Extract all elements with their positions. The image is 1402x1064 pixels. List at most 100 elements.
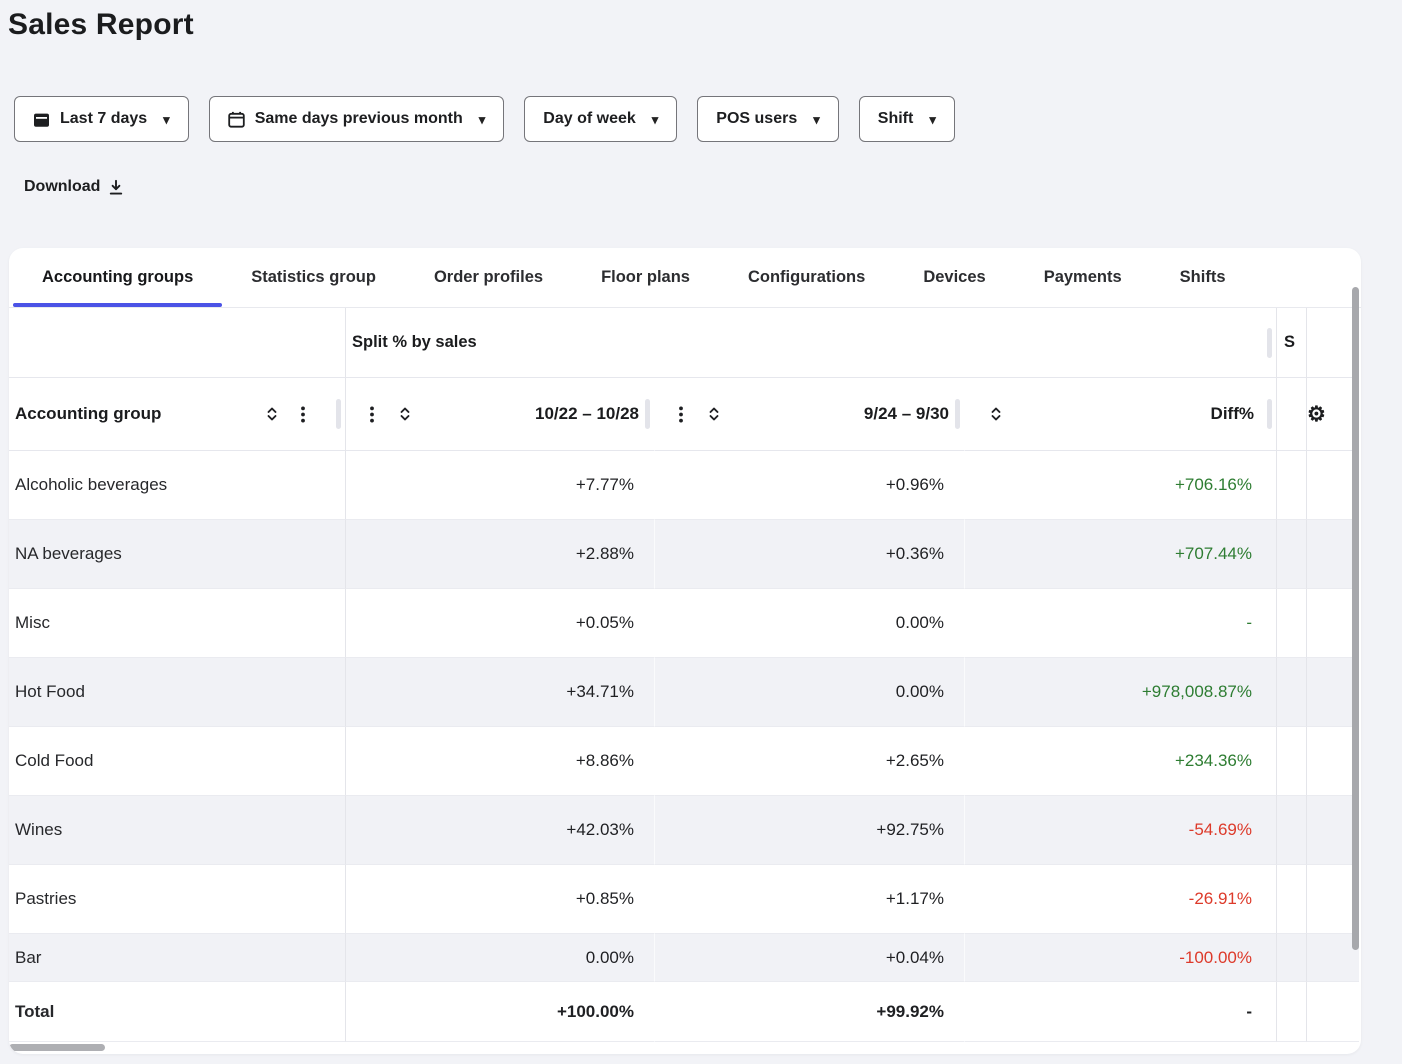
cell-next-group (1277, 658, 1307, 727)
tab-label: Devices (923, 268, 986, 286)
filter-button[interactable]: Shift ▾ (858, 96, 955, 142)
filter-button[interactable]: POS users ▾ (697, 96, 839, 142)
cell-next-group (1277, 451, 1307, 520)
tab[interactable]: Payments (1015, 248, 1151, 307)
table-row: Bar 0.00% +0.04% -100.00% (9, 934, 1359, 982)
tab[interactable]: Floor plans (572, 248, 719, 307)
settings-group-spacer (1307, 308, 1359, 378)
tab[interactable]: Order profiles (405, 248, 572, 307)
horizontal-scrollbar[interactable] (9, 1044, 105, 1051)
cell-accounting-group: Alcoholic beverages (9, 451, 346, 520)
cell-settings (1307, 520, 1359, 589)
cell-previous-period: +0.36% (655, 520, 965, 589)
kebab-menu-icon[interactable] (301, 406, 305, 423)
table-body: Alcoholic beverages +7.77% +0.96% +706.1… (9, 451, 1359, 982)
cell-diff: +234.36% (965, 727, 1277, 796)
sort-icon[interactable] (265, 405, 279, 423)
filter-button[interactable]: Same days previous month ▾ (208, 96, 505, 142)
column-header-label: Diff% (1210, 404, 1254, 423)
settings-icon[interactable]: ⚙ (1307, 402, 1326, 426)
tab[interactable]: Shifts (1151, 248, 1255, 307)
sort-icon[interactable] (707, 405, 721, 423)
kebab-menu-icon[interactable] (370, 406, 374, 423)
cell-previous-period: 0.00% (655, 589, 965, 658)
next-group-header-spacer (1277, 378, 1307, 451)
calendar-outline-icon (227, 111, 245, 128)
cell-current-period: +42.03% (346, 796, 655, 865)
cell-previous-period: 0.00% (655, 658, 965, 727)
report-table: Split % by sales S Accounting group (9, 308, 1359, 1042)
cell-diff: -26.91% (965, 865, 1277, 934)
filter-button-label: Day of week (543, 110, 636, 127)
cell-settings (1307, 982, 1359, 1042)
tab[interactable]: Accounting groups (13, 248, 223, 307)
cell-diff: +978,008.87% (965, 658, 1277, 727)
sort-icon[interactable] (989, 405, 1003, 423)
cell-accounting-group: Cold Food (9, 727, 346, 796)
caret-down-icon: ▾ (651, 111, 659, 127)
column-resize-handle[interactable] (955, 399, 960, 429)
cell-settings (1307, 727, 1359, 796)
cell-current-period: +34.71% (346, 658, 655, 727)
cell-next-group (1277, 934, 1307, 982)
sort-icon[interactable] (398, 405, 412, 423)
caret-down-icon: ▾ (813, 111, 820, 127)
column-resize-handle[interactable] (645, 399, 650, 429)
cell-previous-period: +0.96% (655, 451, 965, 520)
cell-settings (1307, 796, 1359, 865)
tab-label: Payments (1043, 268, 1122, 286)
cell-accounting-group: NA beverages (9, 520, 346, 589)
cell-previous-period: +92.75% (655, 796, 965, 865)
cell-settings (1307, 865, 1359, 934)
caret-down-icon: ▾ (478, 111, 486, 127)
next-group-partial-label: S (1277, 308, 1307, 378)
tab-label: Accounting groups (42, 268, 194, 286)
column-header-accounting-group: Accounting group (9, 378, 346, 451)
tab-underline (13, 303, 223, 307)
report-card: Accounting groups Statistics group Order… (9, 248, 1361, 1054)
cell-next-group (1277, 589, 1307, 658)
column-resize-handle[interactable] (1267, 327, 1272, 358)
download-button[interactable]: Download (24, 178, 124, 196)
cell-settings (1307, 589, 1359, 658)
column-header-current-period: 10/22 – 10/28 (346, 378, 655, 451)
total-row: Total +100.00% +99.92% - (9, 982, 1359, 1042)
filter-button-label: Last 7 days (60, 110, 148, 127)
tab-label: Order profiles (433, 268, 544, 286)
column-header-label: 10/22 – 10/28 (535, 404, 639, 423)
table-row: Cold Food +8.86% +2.65% +234.36% (9, 727, 1359, 796)
download-label: Download (24, 178, 101, 195)
cell-diff: +706.16% (965, 451, 1277, 520)
cell-accounting-group: Total (9, 982, 346, 1042)
tab-label: Floor plans (601, 268, 690, 286)
calendar-filled-icon (33, 111, 50, 128)
table-row: NA beverages +2.88% +0.36% +707.44% (9, 520, 1359, 589)
tab-label: Shifts (1179, 268, 1226, 286)
cell-diff: -54.69% (965, 796, 1277, 865)
cell-next-group (1277, 520, 1307, 589)
filter-button-label: Shift (877, 110, 914, 127)
cell-diff: +707.44% (965, 520, 1277, 589)
cell-accounting-group: Misc (9, 589, 346, 658)
column-header-row: Accounting group (9, 378, 1359, 451)
group-header-row: Split % by sales S (9, 308, 1359, 378)
filter-button[interactable]: Last 7 days ▾ (14, 96, 189, 142)
column-resize-handle[interactable] (1267, 399, 1272, 429)
table-row: Wines +42.03% +92.75% -54.69% (9, 796, 1359, 865)
table-row: Alcoholic beverages +7.77% +0.96% +706.1… (9, 451, 1359, 520)
vertical-scrollbar[interactable] (1352, 287, 1359, 950)
column-resize-handle[interactable] (336, 399, 341, 429)
group-header-label: Split % by sales (352, 333, 477, 351)
cell-next-group (1277, 982, 1307, 1042)
tab[interactable]: Devices (894, 248, 1014, 307)
cell-previous-period: +1.17% (655, 865, 965, 934)
tab-label: Statistics group (251, 268, 376, 286)
group-header-cell: Split % by sales (346, 308, 1277, 378)
tab[interactable]: Statistics group (222, 248, 405, 307)
tab[interactable]: Configurations (719, 248, 894, 307)
cell-accounting-group: Pastries (9, 865, 346, 934)
cell-settings (1307, 451, 1359, 520)
caret-down-icon: ▾ (929, 111, 936, 127)
kebab-menu-icon[interactable] (679, 406, 683, 423)
filter-button[interactable]: Day of week ▾ (524, 96, 678, 142)
